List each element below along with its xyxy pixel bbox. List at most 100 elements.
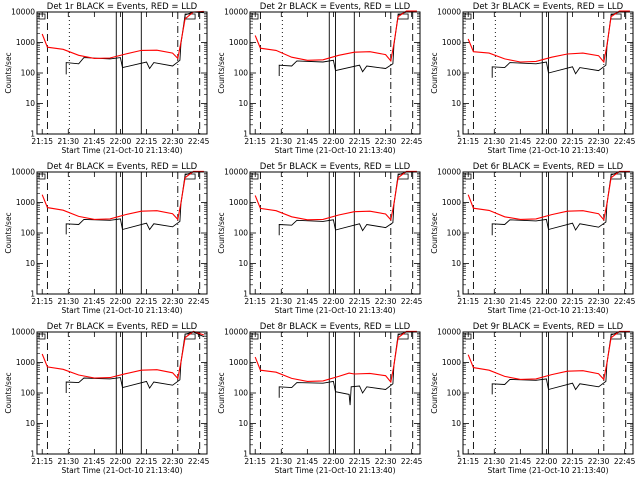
x-tick-label: 21:45 xyxy=(84,297,106,306)
x-tick-label: 22:45 xyxy=(401,297,423,306)
y-tick-label: 10000 xyxy=(437,328,461,337)
y-tick-label: 1 xyxy=(243,130,248,139)
y-tick-label: 10000 xyxy=(11,328,35,337)
y-axis-label: Counts/sec xyxy=(430,372,439,413)
y-tick-label: 1 xyxy=(30,290,35,299)
y-tick-label: 1000 xyxy=(16,38,35,47)
lld-series-line xyxy=(41,170,204,221)
y-tick-label: 1000 xyxy=(442,358,461,367)
x-tick-label: 21:15 xyxy=(457,297,479,306)
y-tick-label: 1000 xyxy=(229,198,248,207)
y-tick-label: 10000 xyxy=(437,8,461,17)
x-tick-label: 21:15 xyxy=(244,137,266,146)
y-tick-label: 10 xyxy=(451,259,461,268)
events-series-line xyxy=(491,11,630,78)
det-panel-6: Det 6r BLACK = Events, RED = LLD Counts/s… xyxy=(430,162,636,315)
x-tick-label: 21:45 xyxy=(297,457,319,466)
x-tick-label: 21:15 xyxy=(31,457,53,466)
y-tick-label: 10 xyxy=(451,419,461,428)
x-tick-label: 22:00 xyxy=(110,137,132,146)
y-tick-label: 1000 xyxy=(16,358,35,367)
lld-series-line xyxy=(467,330,630,381)
y-axis-label: Counts/sec xyxy=(217,212,226,253)
events-series-line xyxy=(65,171,204,235)
y-tick-label: 1 xyxy=(30,450,35,459)
x-tick-label: 22:15 xyxy=(136,457,158,466)
x-tick-label: 22:45 xyxy=(614,137,636,146)
panel-title: Det 7r BLACK = Events, RED = LLD xyxy=(47,322,198,332)
x-tick-label: 21:30 xyxy=(270,297,292,306)
x-tick-label: 22:30 xyxy=(588,457,610,466)
y-tick-label: 100 xyxy=(21,229,36,238)
events-series-line xyxy=(491,171,630,236)
y-tick-label: 10000 xyxy=(11,8,35,17)
plot-frame xyxy=(249,331,421,455)
y-tick-label: 100 xyxy=(447,229,462,238)
plot-frame xyxy=(36,11,208,135)
y-tick-label: 10 xyxy=(238,419,248,428)
flag-box xyxy=(464,173,472,180)
x-tick-label: 22:00 xyxy=(323,137,345,146)
x-tick-label: 22:15 xyxy=(349,137,371,146)
y-tick-label: 1 xyxy=(456,450,461,459)
x-tick-label: 21:15 xyxy=(31,137,53,146)
y-tick-label: 10 xyxy=(25,419,35,428)
x-tick-label: 22:45 xyxy=(188,137,210,146)
x-tick-label: 22:00 xyxy=(536,137,558,146)
plot-frame xyxy=(249,171,421,295)
y-tick-label: 100 xyxy=(447,69,462,78)
x-tick-label: 22:30 xyxy=(588,137,610,146)
y-axis-label: Counts/sec xyxy=(4,372,13,413)
det-panel-7: Det 7r BLACK = Events, RED = LLD Counts/s… xyxy=(4,322,210,475)
x-tick-label: 21:15 xyxy=(244,457,266,466)
events-series-line xyxy=(491,331,630,395)
y-tick-label: 100 xyxy=(234,69,249,78)
x-axis-label: Start Time (21-Oct-10 21:13:40) xyxy=(61,306,182,315)
panel-title: Det 1r BLACK = Events, RED = LLD xyxy=(47,2,198,12)
lld-series-line xyxy=(41,330,205,380)
flag-box xyxy=(251,173,259,180)
flag-box xyxy=(464,13,472,20)
y-tick-label: 10 xyxy=(25,259,35,268)
x-tick-label: 21:45 xyxy=(510,137,532,146)
y-tick-label: 10 xyxy=(451,99,461,108)
x-tick-label: 22:15 xyxy=(562,137,584,146)
flag-box xyxy=(38,333,46,340)
det-panel-3: Det 3r BLACK = Events, RED = LLD Counts/s… xyxy=(430,2,636,155)
x-tick-label: 22:45 xyxy=(614,457,636,466)
panel-title: Det 3r BLACK = Events, RED = LLD xyxy=(473,2,624,12)
x-tick-label: 22:30 xyxy=(588,297,610,306)
y-tick-label: 1000 xyxy=(442,198,461,207)
x-tick-label: 22:15 xyxy=(562,297,584,306)
flag-box xyxy=(251,333,259,340)
x-tick-label: 22:00 xyxy=(323,457,345,466)
y-tick-label: 10000 xyxy=(224,168,248,177)
x-tick-label: 21:45 xyxy=(84,137,106,146)
x-tick-label: 22:00 xyxy=(110,457,132,466)
panel-title: Det 6r BLACK = Events, RED = LLD xyxy=(473,162,624,172)
x-tick-label: 21:45 xyxy=(297,137,319,146)
x-tick-label: 22:45 xyxy=(614,297,636,306)
x-tick-label: 22:45 xyxy=(401,137,423,146)
x-tick-label: 21:30 xyxy=(270,457,292,466)
plot-frame xyxy=(249,11,421,135)
y-tick-label: 1000 xyxy=(229,358,248,367)
x-tick-label: 21:45 xyxy=(84,457,106,466)
lld-series-line xyxy=(254,170,417,221)
x-tick-label: 21:30 xyxy=(270,137,292,146)
x-axis-label: Start Time (21-Oct-10 21:13:40) xyxy=(61,466,182,475)
x-tick-label: 22:00 xyxy=(110,297,132,306)
det-panel-1: Det 1r BLACK = Events, RED = LLD Counts/s… xyxy=(4,2,210,155)
events-series-line xyxy=(65,11,204,75)
det-panel-5: Det 5r BLACK = Events, RED = LLD Counts/s… xyxy=(217,162,423,315)
x-tick-label: 22:30 xyxy=(375,297,397,306)
panel-title: Det 4r BLACK = Events, RED = LLD xyxy=(47,162,198,172)
y-tick-label: 1 xyxy=(30,130,35,139)
y-tick-label: 100 xyxy=(21,69,36,78)
events-series-line xyxy=(65,331,205,393)
x-axis-label: Start Time (21-Oct-10 21:13:40) xyxy=(61,146,182,155)
y-tick-label: 1 xyxy=(456,290,461,299)
y-tick-label: 1000 xyxy=(442,38,461,47)
x-axis-label: Start Time (21-Oct-10 21:13:40) xyxy=(274,306,395,315)
panel-title: Det 2r BLACK = Events, RED = LLD xyxy=(260,2,411,12)
